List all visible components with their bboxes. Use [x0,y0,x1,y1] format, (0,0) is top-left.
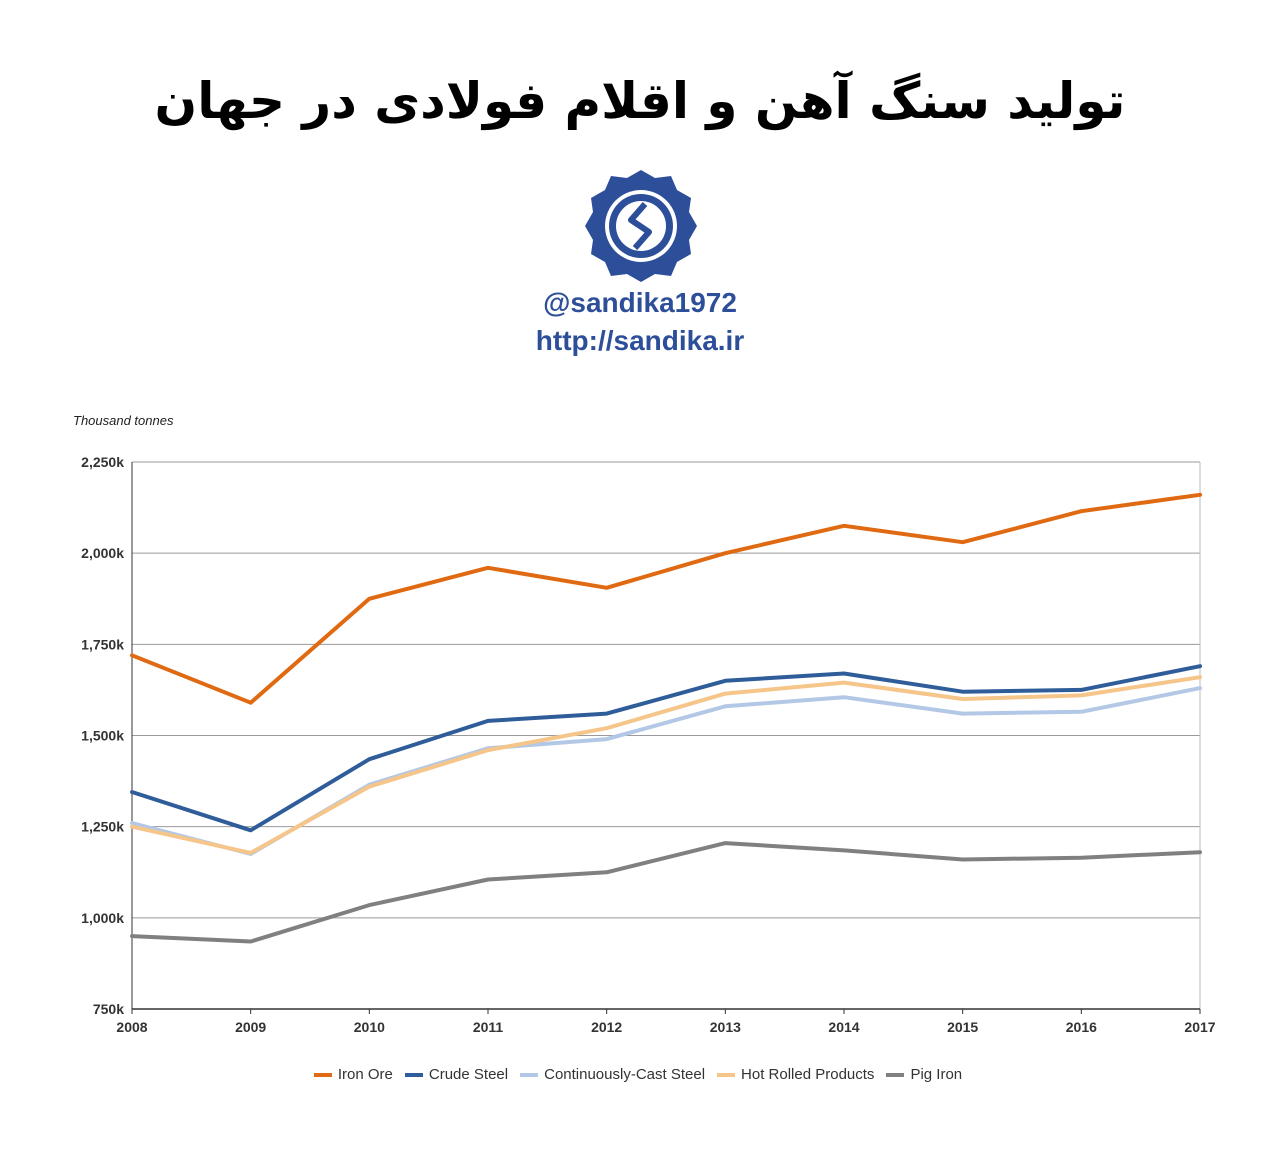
series-line-pig-iron [130,841,1202,944]
y-tick-label: 1,000k [81,910,124,926]
y-tick-label: 1,250k [81,819,124,835]
x-tick-label: 2013 [710,1019,741,1035]
y-tick-label: 2,000k [81,545,124,561]
legend-label: Crude Steel [428,1066,509,1083]
x-tick-label: 2017 [1184,1019,1215,1035]
y-tick-label: 750k [93,1001,124,1017]
x-tick-label: 2009 [235,1019,266,1035]
legend-swatch [313,1072,332,1077]
x-tick-label: 2016 [1066,1019,1097,1035]
series-line-crude-steel [130,664,1202,833]
x-tick-label: 2015 [947,1019,978,1035]
legend-label: Continuously-Cast Steel [544,1066,706,1083]
url-text: http://sandika.ir [535,325,745,356]
legend-label: Iron Ore [337,1066,393,1083]
legend-swatch [717,1072,736,1077]
legend-item: Hot Rolled Products [717,1066,874,1083]
y-tick-label: 1,750k [81,636,124,652]
legend-swatch [520,1072,539,1077]
y-tick-label: 1,500k [81,728,124,744]
y-axis-label: Thousand tonnes [73,413,174,428]
series-line-hot-rolled-products [130,675,1202,855]
legend-item: Continuously-Cast Steel [520,1066,705,1083]
y-tick-label: 2,250k [81,454,124,470]
x-tick-label: 2014 [828,1019,859,1035]
handle-text: @sandika1972 [543,287,737,318]
legend-label: Pig Iron [910,1066,963,1083]
series-line-iron-ore [130,492,1202,705]
page-title: تولید سنگ آهن و اقلام فولادی در جهان [154,72,1126,130]
legend-label: Hot Rolled Products [741,1066,875,1083]
logo-s-mark [628,202,652,250]
x-tick-label: 2012 [591,1019,622,1035]
x-tick-label: 2011 [473,1019,504,1035]
legend-item: Pig Iron [886,1066,962,1083]
legend-item: Iron Ore [313,1066,393,1083]
x-tick-label: 2010 [354,1019,385,1035]
x-tick-label: 2008 [116,1019,147,1035]
chart-legend: Iron Ore Crude Steel Continuously-Cast Ste… [0,1066,1280,1083]
legend-item: Crude Steel [404,1066,509,1083]
legend-swatch [886,1072,905,1077]
sandika-logo-icon [585,170,697,282]
legend-swatch [404,1072,423,1077]
